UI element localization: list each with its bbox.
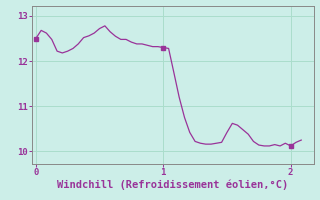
X-axis label: Windchill (Refroidissement éolien,°C): Windchill (Refroidissement éolien,°C) [57,180,288,190]
